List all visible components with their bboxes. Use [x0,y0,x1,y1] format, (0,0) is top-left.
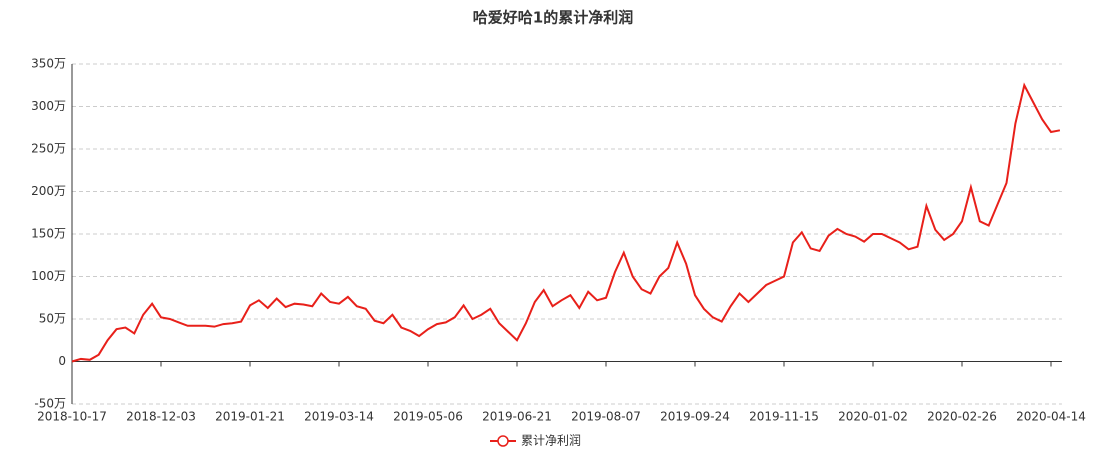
x-tick-label: 2019-08-07 [571,410,641,424]
y-tick-label: 50万 [39,312,66,326]
x-tick-label: 2019-09-24 [660,410,730,424]
x-tick-label: 2019-03-14 [304,410,374,424]
y-tick-label: 300万 [31,99,66,113]
x-tick-label: 2019-05-06 [393,410,463,424]
x-tick-label: 2019-06-21 [482,410,552,424]
legend-label: 累计净利润 [521,434,581,448]
y-tick-label: 150万 [31,227,66,241]
y-tick-label: 350万 [31,57,66,71]
chart-title: 哈爱好哈1的累计净利润 [473,9,633,27]
x-tick-label: 2019-11-15 [749,410,819,424]
y-tick-label: 250万 [31,142,66,156]
x-tick-label: 2018-12-03 [126,410,196,424]
legend-marker [497,435,509,447]
y-tick-label: 0 [58,354,66,368]
y-tick-label: 200万 [31,184,66,198]
x-tick-label: 2020-01-02 [838,410,908,424]
x-tick-label: 2018-10-17 [37,410,107,424]
x-tick-label: 2019-01-21 [215,410,285,424]
x-tick-label: 2020-02-26 [927,410,997,424]
y-tick-label: -50万 [34,397,66,411]
x-tick-label: 2020-04-14 [1016,410,1086,424]
y-tick-label: 100万 [31,269,66,283]
line-series [71,82,1061,363]
